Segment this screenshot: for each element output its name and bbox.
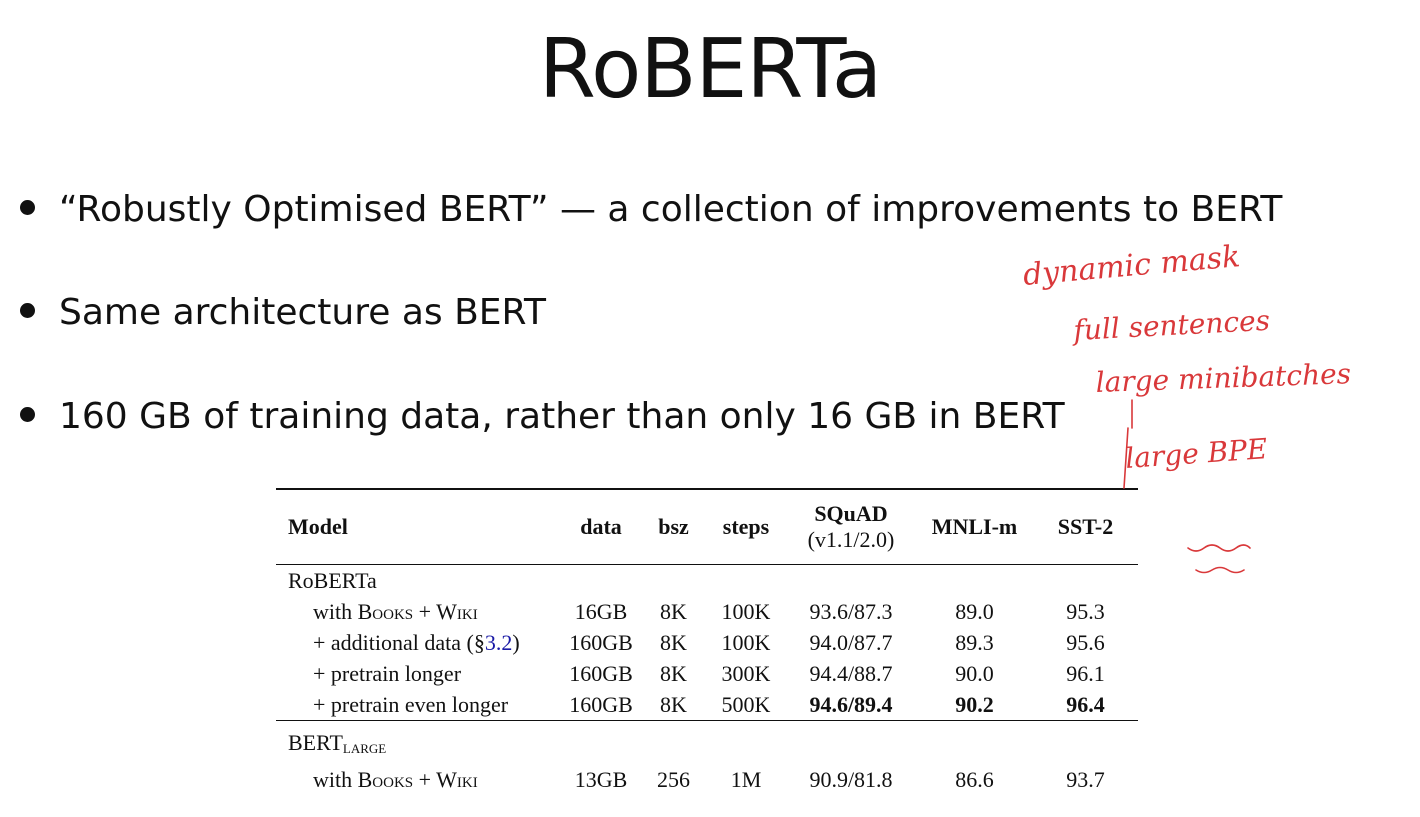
cell-mnli-best: 90.2: [955, 692, 994, 717]
cell-bsz: 8K: [660, 630, 687, 655]
cell-sst-best: 96.4: [1066, 692, 1105, 717]
cell-mnli: 89.0: [955, 599, 994, 624]
table-row: + pretrain longer 160GB 8K 300K 94.4/88.…: [276, 658, 1138, 689]
header-squad-label: SQuAD: [814, 501, 888, 526]
bullet-item: Same architecture as BERT: [20, 291, 546, 335]
scribble-stroke: [1187, 544, 1251, 552]
bullet-item: 160 GB of training data, rather than onl…: [20, 395, 1065, 439]
table-header-row: Model data bsz steps SQuAD (v1.1/2.0) MNL…: [276, 489, 1138, 565]
bullet-text: “Robustly Optimised BERT” — a collection…: [59, 189, 1283, 230]
cell-squad: 94.4/88.7: [809, 661, 893, 686]
results-table: Model data bsz steps SQuAD (v1.1/2.0) MNL…: [276, 488, 1138, 795]
note-line: full sentences: [1071, 304, 1271, 347]
bullet-item: “Robustly Optimised BERT” — a collection…: [20, 188, 1282, 232]
cell-sst: 93.7: [1066, 767, 1105, 792]
cell-sst: 95.3: [1066, 599, 1105, 624]
cell-squad: 93.6/87.3: [809, 599, 893, 624]
cell-bsz: 256: [657, 767, 690, 792]
header-sst: SST-2: [1057, 514, 1114, 539]
header-steps: steps: [722, 514, 770, 539]
cell-data: 160GB: [569, 630, 633, 655]
header-model: Model: [288, 514, 348, 539]
cell-squad: 94.0/87.7: [809, 630, 893, 655]
cell-sst: 96.1: [1066, 661, 1105, 686]
row-model: with Books + Wiki: [313, 767, 478, 792]
cell-bsz: 8K: [660, 661, 687, 686]
table-row: + additional data (§3.2) 160GB 8K 100K 9…: [276, 627, 1138, 658]
cell-mnli: 90.0: [955, 661, 994, 686]
cell-bsz: 8K: [660, 692, 687, 717]
group-label: BERTLARGE: [288, 730, 387, 756]
table-row: with Books + Wiki 13GB 256 1M 90.9/81.8 …: [276, 764, 1138, 795]
bullet-dot-icon: [20, 302, 35, 318]
bullet-text: Same architecture as BERT: [59, 292, 546, 333]
cell-steps: 100K: [721, 599, 771, 624]
row-model: + additional data (§3.2): [313, 630, 520, 655]
cell-mnli: 89.3: [955, 630, 994, 655]
row-model: with Books + Wiki: [313, 599, 478, 624]
results-table-container: Model data bsz steps SQuAD (v1.1/2.0) MNL…: [276, 488, 1138, 795]
cell-steps: 300K: [721, 661, 771, 686]
cell-data: 160GB: [569, 692, 633, 717]
cell-data: 16GB: [574, 599, 628, 624]
scribble-stroke: [1195, 566, 1245, 574]
header-data: data: [580, 514, 622, 539]
header-squad: SQuAD (v1.1/2.0): [786, 489, 916, 565]
header-mnli: MNLI-m: [931, 514, 1018, 539]
row-model: + pretrain even longer: [313, 692, 509, 717]
cell-squad: 90.9/81.8: [809, 767, 893, 792]
note-line: dynamic mask: [1022, 240, 1242, 293]
cell-sst: 95.6: [1066, 630, 1105, 655]
group-row-roberta: RoBERTa: [276, 564, 1138, 597]
cell-steps: 500K: [721, 692, 771, 717]
group-row-bert: BERTLARGE: [276, 720, 1138, 765]
cell-data: 13GB: [574, 767, 628, 792]
bullet-text: 160 GB of training data, rather than onl…: [59, 396, 1065, 437]
cell-bsz: 8K: [660, 599, 687, 624]
table-row: + pretrain even longer 160GB 8K 500K 94.…: [276, 689, 1138, 721]
note-line: large BPE: [1124, 432, 1268, 475]
cell-steps: 1M: [730, 767, 762, 792]
section-ref-link[interactable]: 3.2: [484, 630, 513, 655]
header-bsz: bsz: [658, 514, 689, 539]
bracket-stroke: [1123, 427, 1129, 489]
header-squad-sub: (v1.1/2.0): [807, 527, 895, 552]
cell-steps: 100K: [721, 630, 771, 655]
row-model: + pretrain longer: [313, 661, 462, 686]
note-line: large minibatches: [1095, 357, 1351, 399]
cell-squad-best: 94.6/89.4: [809, 692, 893, 717]
table-row: with Books + Wiki 16GB 8K 100K 93.6/87.3…: [276, 596, 1138, 627]
cell-mnli: 86.6: [955, 767, 994, 792]
bullet-dot-icon: [20, 199, 35, 215]
group-label: RoBERTa: [288, 568, 377, 593]
cell-data: 160GB: [569, 661, 633, 686]
handwritten-notes: dynamic mask full sentences large miniba…: [1022, 240, 1352, 574]
bullet-dot-icon: [20, 406, 35, 422]
page-title: RoBERTa: [538, 22, 882, 117]
